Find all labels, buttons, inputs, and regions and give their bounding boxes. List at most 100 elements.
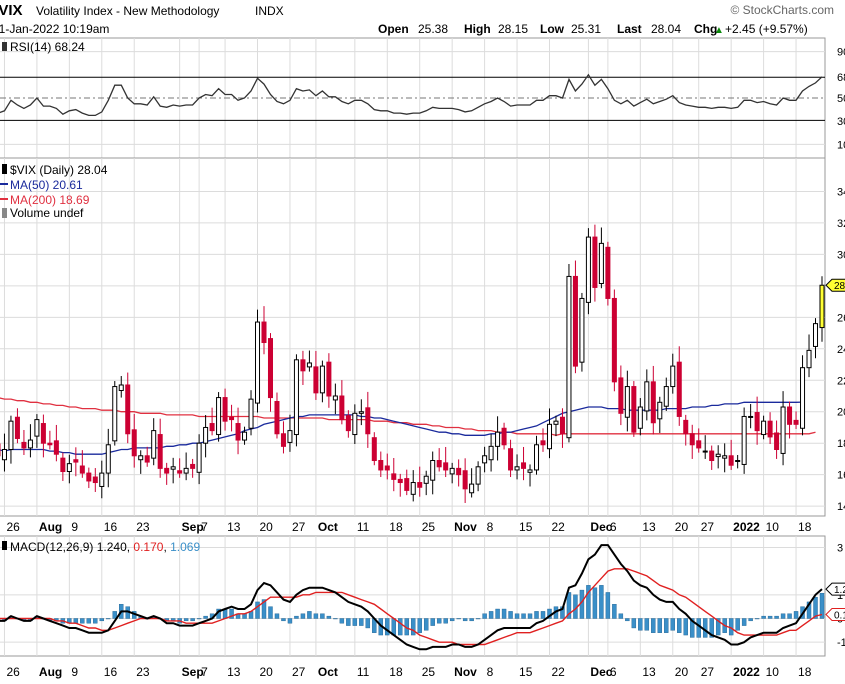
macd-hist-bar [787,613,792,619]
open-value: 25.38 [418,22,448,36]
candle-body [138,455,144,461]
macd-hist-bar [190,618,195,622]
candle-body [514,466,520,471]
macd-hist-bar [495,608,500,619]
x-axis-tick-label: 8 [487,665,494,679]
x-axis-tick-label: Dec [590,520,612,534]
x-axis-tick-label: 20 [675,665,689,679]
macd-tags: 1.240 0.170 [825,582,845,621]
candle-body [436,460,442,468]
macd-hist-bar [307,611,312,619]
macd-hist-bar [430,618,435,626]
candle-body [430,460,436,481]
candle-body [66,463,72,473]
x-axis-tick-label: Sep [182,520,204,534]
macd-hist-bar [761,615,766,619]
macd-hist-bar [287,618,293,624]
candle-body [676,361,682,417]
candle-body [274,401,280,435]
ma200-tag: 18.69 [834,0,845,3]
x-axis-tick-label: Aug [39,520,62,534]
candle-body [819,284,825,329]
macd-hist-bar [411,618,416,636]
x-axis-tick-label: 8 [487,520,494,534]
candle-body [358,411,364,414]
x-axis-tick-label: 18 [798,520,812,534]
ma200-line [0,397,816,436]
ma50-tag: 20.61 [834,0,845,3]
candle-body [813,323,819,347]
macd-panel: MACD(12,26,9) 1.240, 0.170, 1.069 310-1 … [0,535,845,657]
candle-body [60,457,66,473]
x-axis-tick-label: 7 [201,665,208,679]
ma50-tag-text: 20.61 [834,0,845,3]
x-axis-tick-label: 10 [766,665,780,679]
price-frame [0,157,826,517]
x-axis-tick-label: 10 [766,520,780,534]
candle-body [287,430,293,443]
candle-body [352,412,358,436]
low-value: 25.31 [571,22,601,36]
last-price-tag-text: 28.04 [834,281,845,292]
macd-grid [0,536,825,656]
macd-hist-bar [436,618,442,624]
macd-hist-bar [702,618,708,638]
x-axis-tick-label: 18 [389,520,403,534]
candle-body [397,478,403,484]
price-legend: $VIX (Daily) 28.04 MA(50) 20.61 MA(200) … [0,163,108,220]
candle-body [592,236,598,288]
x-axis-tick-label: 13 [642,520,656,534]
candle-body [410,482,416,495]
candle-body [696,440,702,449]
macd-tick-label: 3 [837,542,843,554]
candle-body [86,472,92,482]
volume-legend: Volume undef [10,206,84,220]
candle-body [209,423,215,432]
macd-hist-bar [527,613,533,619]
x-axis-tick-label: 25 [422,520,436,534]
macd-hist-bar [423,618,429,631]
macd-hist-bar [592,587,598,619]
rsi-tick-label: 10 [837,139,845,151]
candle-body [774,432,780,450]
last-price-tag: 28.04 [825,278,845,292]
price-panel: $VIX (Daily) 28.04 MA(50) 20.61 MA(200) … [0,0,845,517]
price-tick-label: 18 [837,438,845,450]
rsi-tick-label: 68 [837,72,845,84]
candle-body [319,365,325,394]
candle-body [417,482,423,488]
candle-body [384,465,390,471]
x-axis-tick-label: 22 [551,520,565,534]
candle-body [650,381,656,424]
macd-hist-bar [664,618,669,633]
x-axis-tick-label: Nov [454,665,477,679]
price-tick-label: 30 [837,249,845,261]
macd-hist-bar [385,618,390,636]
x-axis-tick-label: 13 [227,665,241,679]
candle-body [371,437,377,462]
macd-hist-bar [735,618,740,631]
macd-tick-label: -1 [837,637,845,649]
macd-hist-bar [80,618,85,624]
x-axis-tick-label: 6 [610,520,617,534]
macd-hist-bar [793,611,799,619]
macd-hist-bar [670,618,675,631]
candle-body [793,419,799,425]
candle-body [611,297,617,383]
candle-body [365,407,371,435]
candle-body [644,381,650,412]
macd-frame [0,535,826,657]
last-value: 28.04 [651,22,681,36]
candle-body [605,246,611,299]
macd-hist-bar [112,611,117,619]
candle-body [598,242,604,285]
candle-body [559,416,565,435]
macd-hist-bar [514,613,520,619]
candle-body [728,455,734,466]
candle-body [521,462,527,469]
candle-body [702,450,708,453]
chg-value: +2.45 (+9.57%) [725,22,808,36]
candle-body [157,434,163,469]
price-tick-label: 24 [837,344,845,356]
